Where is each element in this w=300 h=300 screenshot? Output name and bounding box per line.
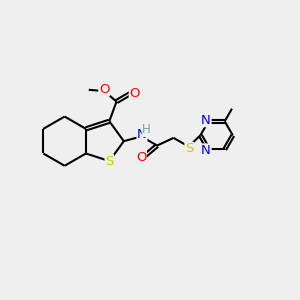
Text: O: O xyxy=(99,83,109,96)
Text: S: S xyxy=(105,154,113,168)
Text: H: H xyxy=(142,124,151,136)
Text: S: S xyxy=(185,142,194,155)
Text: N: N xyxy=(201,114,211,127)
Text: O: O xyxy=(136,151,146,164)
Text: N: N xyxy=(201,144,211,157)
Text: O: O xyxy=(129,87,140,100)
Text: N: N xyxy=(137,128,147,141)
